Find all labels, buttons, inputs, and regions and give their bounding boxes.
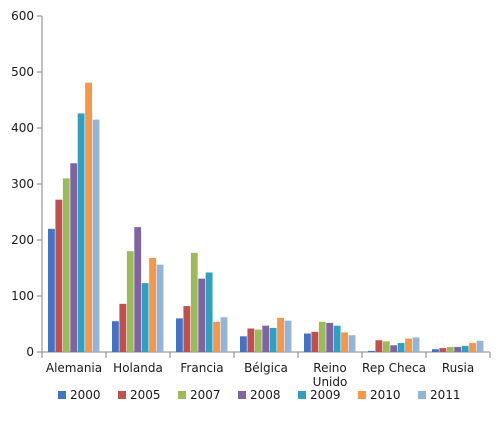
bar-2007-6 xyxy=(446,346,454,352)
x-category-label: Francia xyxy=(180,361,223,375)
bar-2005-2 xyxy=(183,306,191,352)
y-tick-label: 0 xyxy=(26,345,34,359)
y-tick-label: 200 xyxy=(11,233,34,247)
bar-2011-1 xyxy=(156,264,164,352)
y-tick-label: 300 xyxy=(11,177,34,191)
bar-2008-2 xyxy=(198,278,206,352)
legend-swatch-2011 xyxy=(418,391,426,399)
bar-2000-3 xyxy=(240,336,247,352)
legend-label-2010: 2010 xyxy=(370,388,401,402)
bar-2005-3 xyxy=(247,328,255,352)
bar-2011-5 xyxy=(412,337,420,352)
bar-2009-3 xyxy=(269,327,277,352)
bar-2008-1 xyxy=(134,227,142,352)
legend-swatch-2009 xyxy=(298,391,306,399)
bar-2010-1 xyxy=(149,257,156,352)
bar-2008-4 xyxy=(326,322,334,352)
bar-2011-0 xyxy=(92,119,100,352)
bar-2011-2 xyxy=(220,317,228,352)
legend-swatch-2010 xyxy=(358,391,366,399)
bar-2000-6 xyxy=(432,349,439,352)
bar-2009-0 xyxy=(77,113,85,352)
bars xyxy=(48,82,484,352)
legend: 2000 2005 2007 2008 2009 2010 2011 xyxy=(58,388,461,402)
x-category-label: Unido xyxy=(313,375,348,389)
legend-label-2007: 2007 xyxy=(190,388,221,402)
x-category-label: Holanda xyxy=(113,361,163,375)
bar-2005-4 xyxy=(311,331,319,352)
bar-2010-4 xyxy=(341,332,348,352)
bar-2008-5 xyxy=(390,345,398,352)
legend-label-2009: 2009 xyxy=(310,388,341,402)
bar-2007-4 xyxy=(318,321,326,352)
bar-2010-0 xyxy=(85,82,92,352)
legend-label-2000: 2000 xyxy=(70,388,101,402)
bar-2007-0 xyxy=(62,178,70,352)
bar-2000-5 xyxy=(368,350,375,352)
x-category-label: Alemania xyxy=(46,361,102,375)
bar-2005-0 xyxy=(55,199,63,352)
bar-2005-6 xyxy=(439,348,447,352)
bar-2010-6 xyxy=(469,343,476,352)
legend-swatch-2007 xyxy=(178,391,186,399)
legend-label-2008: 2008 xyxy=(250,388,281,402)
bar-2009-6 xyxy=(461,345,469,352)
bar-2009-1 xyxy=(141,283,149,352)
legend-swatch-2005 xyxy=(118,391,126,399)
bar-2005-5 xyxy=(375,340,383,352)
bar-2010-5 xyxy=(405,338,412,352)
legend-swatch-2000 xyxy=(58,391,66,399)
bar-2000-4 xyxy=(304,333,311,352)
axis-labels: 0 100 200 300 400 500 600 Alemania Holanda Franci… xyxy=(11,9,474,389)
y-tick-label: 500 xyxy=(11,65,34,79)
bar-2005-1 xyxy=(119,303,127,352)
bar-2007-5 xyxy=(382,341,390,352)
bar-2011-4 xyxy=(348,335,356,352)
bar-2009-4 xyxy=(333,325,341,352)
bar-2007-1 xyxy=(126,251,134,352)
y-tick-label: 600 xyxy=(11,9,34,23)
y-tick-label: 400 xyxy=(11,121,34,135)
axes xyxy=(37,15,491,358)
bar-2000-2 xyxy=(176,318,183,352)
bar-2010-2 xyxy=(213,321,220,352)
x-category-label: Reino xyxy=(313,361,346,375)
y-tick-label: 100 xyxy=(11,289,34,303)
bar-2010-3 xyxy=(277,317,284,352)
bar-2000-1 xyxy=(112,321,119,352)
x-category-label: Bélgica xyxy=(244,361,288,375)
bar-2011-6 xyxy=(476,340,484,352)
bar-2009-2 xyxy=(205,272,213,352)
bar-2000-0 xyxy=(48,228,55,352)
legend-label-2011: 2011 xyxy=(430,388,461,402)
bar-2009-5 xyxy=(397,343,405,352)
bar-2011-3 xyxy=(284,320,292,352)
bar-2008-3 xyxy=(262,325,270,352)
bar-2007-3 xyxy=(254,329,262,352)
x-category-label: Rep Checa xyxy=(362,361,426,375)
legend-label-2005: 2005 xyxy=(130,388,161,402)
bar-2008-6 xyxy=(454,346,462,352)
x-category-label: Rusia xyxy=(442,361,474,375)
bar-2007-2 xyxy=(190,252,198,352)
legend-swatch-2008 xyxy=(238,391,246,399)
bar-2008-0 xyxy=(70,163,78,352)
